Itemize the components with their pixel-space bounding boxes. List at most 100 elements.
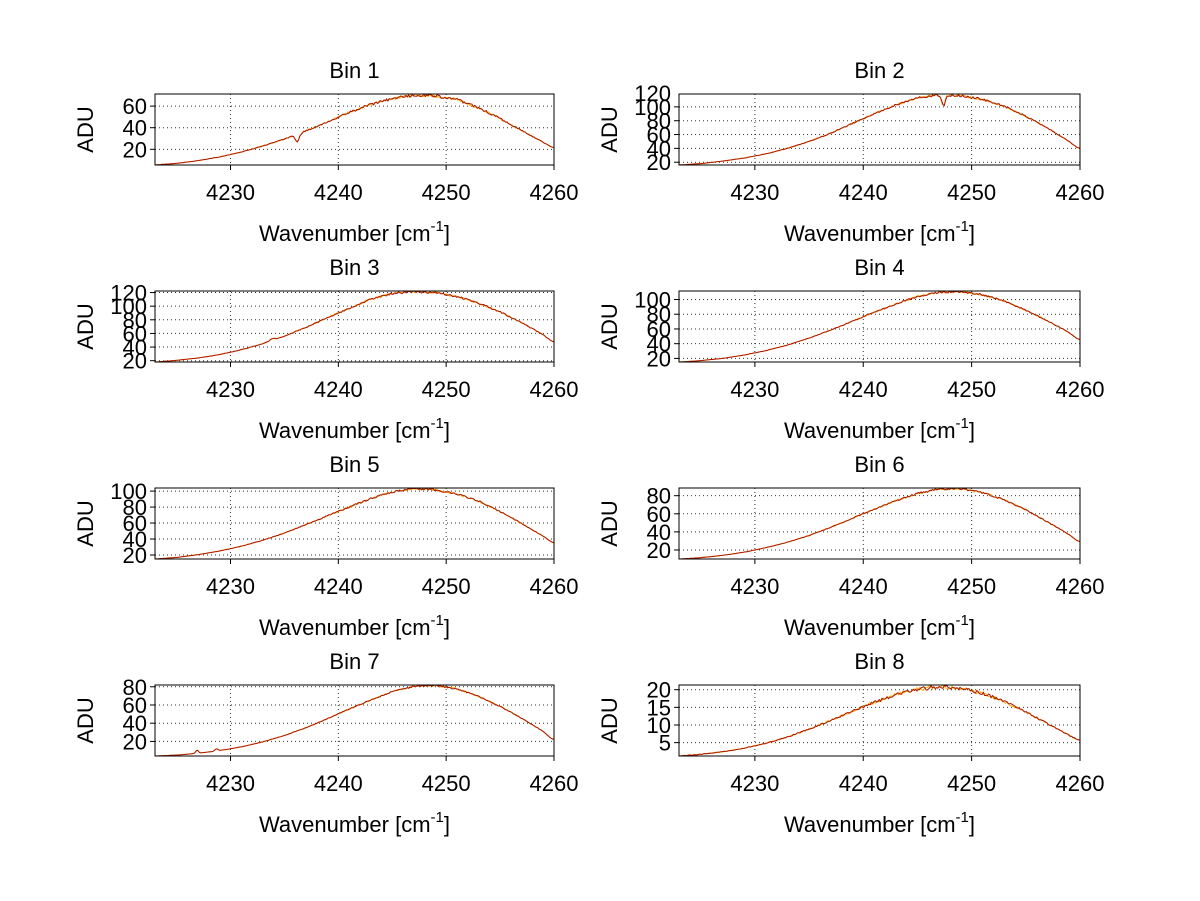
- y-tick-label: 60: [123, 693, 147, 718]
- y-tick-label: 20: [123, 137, 147, 162]
- subplot-title: Bin 7: [329, 649, 379, 674]
- subplot-title: Bin 8: [854, 649, 904, 674]
- spectrum-line-dark-red: [679, 685, 1080, 756]
- x-tick-label: 4230: [730, 180, 779, 205]
- x-axis-label-close-bracket: ]: [444, 615, 450, 640]
- y-tick-label: 20: [123, 729, 147, 754]
- x-axis-label: Wavenumber [cm-1]: [784, 809, 975, 837]
- y-tick-label: 40: [123, 711, 147, 736]
- x-axis-label-main: Wavenumber [cm: [259, 615, 431, 640]
- y-tick-label: 80: [647, 109, 671, 134]
- x-tick-label: 4260: [1056, 771, 1105, 796]
- y-axis-label: ADU: [73, 106, 98, 152]
- x-axis-label: Wavenumber [cm-1]: [259, 809, 450, 837]
- y-tick-label: 40: [647, 136, 671, 161]
- y-tick-label: 40: [123, 116, 147, 141]
- x-tick-label: 4250: [947, 377, 996, 402]
- y-tick-label: 80: [123, 495, 147, 520]
- y-tick-label: 120: [110, 281, 147, 306]
- x-tick-label: 4260: [1056, 574, 1105, 599]
- y-tick-label: 120: [634, 81, 671, 106]
- axes-frame: [678, 684, 1081, 757]
- x-tick-label: 4260: [1056, 377, 1105, 402]
- x-axis-label: Wavenumber [cm-1]: [784, 612, 975, 640]
- x-axis-label-close-bracket: ]: [444, 418, 450, 443]
- x-axis-label-superscript: -1: [431, 218, 444, 235]
- x-tick-label: 4230: [206, 574, 255, 599]
- axes-frame: [154, 93, 555, 166]
- x-axis-label: Wavenumber [cm-1]: [784, 415, 975, 443]
- spectrum-line-dark-red: [155, 488, 554, 559]
- spectrum-line-orange: [679, 488, 1080, 559]
- y-tick-label: 60: [647, 317, 671, 342]
- x-tick-label: 4260: [530, 377, 579, 402]
- spectrum-line-dark-red: [155, 291, 554, 362]
- y-axis-label: ADU: [597, 303, 622, 349]
- x-tick-label: 4240: [839, 180, 888, 205]
- x-tick-label: 4250: [422, 180, 471, 205]
- x-tick-label: 4240: [839, 377, 888, 402]
- y-axis-label: ADU: [73, 303, 98, 349]
- y-tick-label: 5: [659, 731, 671, 756]
- x-axis-label-main: Wavenumber [cm: [784, 418, 956, 443]
- y-tick-label: 40: [647, 520, 671, 545]
- subplot-title: Bin 4: [854, 255, 904, 280]
- x-axis-label: Wavenumber [cm-1]: [259, 218, 450, 246]
- spectrum-line-orange: [679, 94, 1080, 165]
- y-tick-label: 80: [123, 308, 147, 333]
- y-tick-label: 20: [647, 150, 671, 175]
- y-tick-label: 20: [123, 543, 147, 568]
- x-axis-label-main: Wavenumber [cm: [259, 418, 431, 443]
- x-axis-label-close-bracket: ]: [969, 615, 975, 640]
- x-tick-label: 4250: [422, 377, 471, 402]
- y-tick-label: 60: [647, 123, 671, 148]
- x-tick-label: 4230: [730, 377, 779, 402]
- spectrum-line-dark-red: [679, 488, 1080, 559]
- y-tick-label: 80: [647, 484, 671, 509]
- spectrum-line-orange: [679, 291, 1080, 362]
- y-tick-label: 80: [123, 675, 147, 700]
- axes-frame: [154, 487, 555, 560]
- x-tick-label: 4250: [422, 574, 471, 599]
- y-tick-label: 100: [634, 95, 671, 120]
- x-tick-label: 4260: [530, 574, 579, 599]
- spectrum-line-dark-red: [155, 94, 554, 165]
- x-tick-label: 4230: [206, 180, 255, 205]
- x-axis-label-close-bracket: ]: [969, 812, 975, 837]
- x-axis-label-superscript: -1: [431, 612, 444, 629]
- y-tick-label: 60: [123, 321, 147, 346]
- axes-frame: [678, 290, 1081, 363]
- y-tick-label: 100: [634, 288, 671, 313]
- x-axis-label-close-bracket: ]: [444, 221, 450, 246]
- y-tick-label: 80: [647, 302, 671, 327]
- x-tick-label: 4240: [314, 574, 363, 599]
- x-axis-label-main: Wavenumber [cm: [784, 221, 956, 246]
- axes-frame: [154, 684, 555, 757]
- x-axis-label-superscript: -1: [956, 415, 969, 432]
- x-axis-label: Wavenumber [cm-1]: [784, 218, 975, 246]
- spectrum-line-dark-red: [679, 291, 1080, 362]
- x-tick-label: 4250: [422, 771, 471, 796]
- axes-frame: [678, 93, 1081, 166]
- x-axis-label-main: Wavenumber [cm: [784, 615, 956, 640]
- subplot-title: Bin 1: [329, 58, 379, 83]
- y-tick-label: 40: [647, 332, 671, 357]
- x-tick-label: 4230: [206, 377, 255, 402]
- spectrum-line-dark-red: [155, 685, 554, 756]
- x-tick-label: 4230: [206, 771, 255, 796]
- axes-frame: [678, 487, 1081, 560]
- x-tick-label: 4240: [839, 771, 888, 796]
- spectrum-line-orange: [155, 94, 554, 165]
- x-axis-label-superscript: -1: [956, 612, 969, 629]
- x-tick-label: 4240: [314, 771, 363, 796]
- y-tick-label: 100: [110, 479, 147, 504]
- y-tick-label: 20: [647, 678, 671, 703]
- x-tick-label: 4230: [730, 771, 779, 796]
